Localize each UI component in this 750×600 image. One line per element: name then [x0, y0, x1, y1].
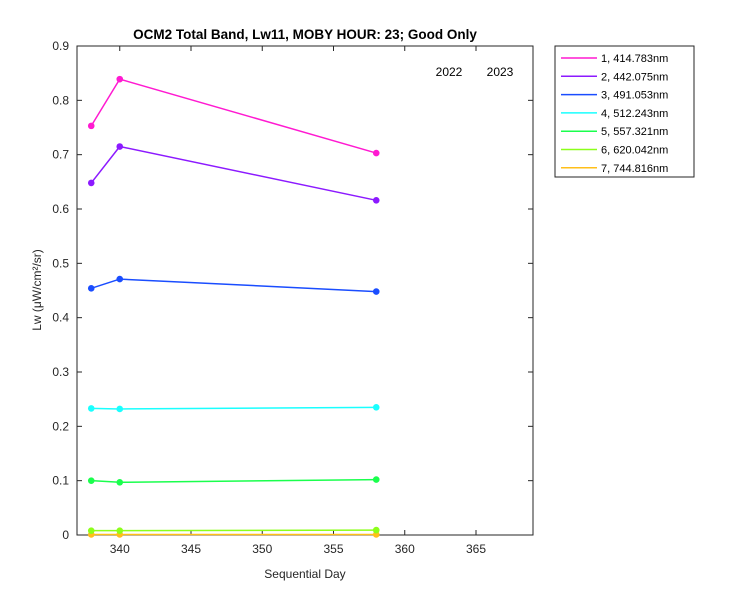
x-tick-label: 340 [110, 542, 130, 556]
data-point [87, 477, 95, 484]
y-tick-label: 0.8 [52, 93, 69, 107]
legend-label: 5, 557.321nm [601, 126, 668, 138]
y-tick-label: 0.1 [52, 474, 69, 488]
data-point [87, 179, 95, 187]
x-tick-label: 365 [466, 542, 486, 556]
y-tick-label: 0.6 [52, 202, 69, 216]
y-axis: 0 0.1 0.2 0.3 0.4 0.5 0.6 0.7 0.8 0.9 [52, 39, 533, 542]
data-point [116, 405, 124, 413]
legend-label: 3, 491.053nm [601, 90, 668, 102]
data-point [372, 526, 380, 534]
y-axis-title: Lw (μW/cm²/sr) [30, 249, 44, 331]
x-axis: 340 345 350 355 360 365 [110, 46, 486, 556]
data-point [116, 275, 124, 283]
series-layer [87, 75, 380, 538]
data-point [372, 149, 380, 157]
legend-label: 7, 744.816nm [601, 163, 668, 175]
plot-area [76, 45, 534, 536]
series-line [91, 529, 377, 532]
year-label-2023: 2023 [487, 65, 514, 79]
data-point [372, 197, 380, 204]
x-tick-label: 355 [323, 542, 343, 556]
y-tick-label: 0.2 [52, 419, 69, 433]
data-point [372, 476, 380, 483]
data-point [116, 527, 124, 534]
legend: 1, 414.783nm 2, 442.075nm 3, 491.053nm 4, 5… [554, 45, 695, 178]
x-tick-label: 360 [395, 542, 415, 556]
y-tick-label: 0 [62, 528, 69, 542]
y-tick-label: 0.7 [52, 148, 69, 162]
y-tick-label: 0.9 [52, 39, 69, 53]
legend-label: 2, 442.075nm [601, 71, 668, 83]
legend-label: 1, 414.783nm [601, 53, 668, 65]
legend-box [554, 45, 695, 178]
y-tick-label: 0.3 [52, 365, 69, 379]
data-point [87, 285, 95, 292]
year-label-2022: 2022 [436, 65, 463, 79]
data-point [116, 75, 124, 83]
data-point [116, 478, 124, 486]
y-tick-label: 0.4 [52, 311, 69, 325]
data-point [372, 288, 380, 295]
data-point [87, 527, 95, 534]
chart-title: OCM2 Total Band, Lw11, MOBY HOUR: 23; Go… [133, 27, 477, 42]
x-tick-label: 345 [181, 542, 201, 556]
y-tick-label: 0.5 [52, 256, 69, 270]
x-axis-title: Sequential Day [264, 567, 345, 581]
legend-label: 4, 512.243nm [601, 108, 668, 120]
data-point [116, 143, 124, 150]
data-point [372, 404, 380, 411]
x-tick-label: 350 [252, 542, 272, 556]
legend-label: 6, 620.042nm [601, 145, 668, 157]
data-point [87, 405, 95, 412]
data-point [87, 122, 95, 130]
